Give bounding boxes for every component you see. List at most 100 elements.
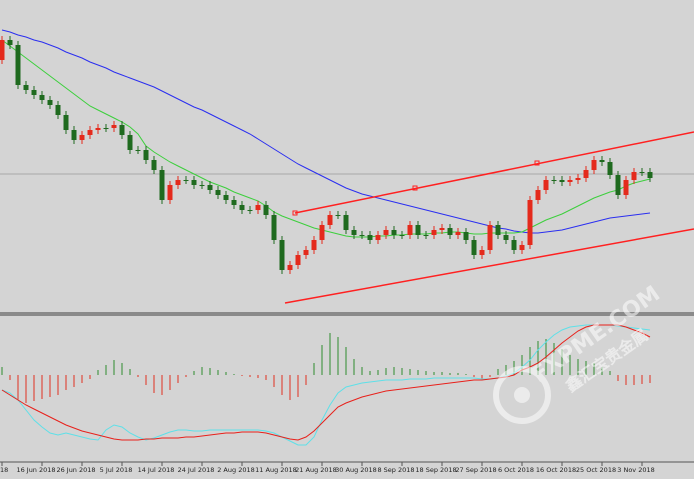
candle-body <box>511 240 517 250</box>
candle-body <box>391 230 397 235</box>
candle-body <box>71 130 77 140</box>
candle-body <box>431 230 437 235</box>
candle-body <box>415 225 421 235</box>
x-tick-label: 27 Sep 2018 <box>455 466 496 474</box>
watermark-logo <box>514 387 530 403</box>
candle-body <box>55 105 61 115</box>
price-panel <box>0 29 653 274</box>
candle-body <box>335 215 341 216</box>
candle-body <box>527 200 533 245</box>
candle-body <box>15 45 21 85</box>
watermark-logo <box>493 366 551 424</box>
candle-body <box>151 160 157 170</box>
candle-body <box>263 205 269 215</box>
candle-body <box>287 265 293 270</box>
candle-body <box>591 160 597 170</box>
x-tick-label: 5 Jul 2018 <box>100 466 133 474</box>
candle-body <box>407 225 413 235</box>
indicator-line <box>1 39 651 238</box>
candle-body <box>159 170 165 200</box>
candle-body <box>279 240 285 270</box>
channel-anchor <box>534 160 540 166</box>
candle-body <box>463 232 469 240</box>
candle-body <box>79 135 85 140</box>
candle-body <box>247 210 253 211</box>
channel-lower <box>284 228 694 304</box>
candle-body <box>495 225 501 235</box>
candle-body <box>0 40 5 60</box>
candle-body <box>39 95 45 100</box>
candle-body <box>535 190 541 200</box>
candle-body <box>199 185 205 186</box>
candle-body <box>191 180 197 185</box>
candle-body <box>359 235 365 236</box>
candle-body <box>231 200 237 205</box>
candle-body <box>7 40 13 45</box>
candle-body <box>487 225 493 250</box>
candle-body <box>383 230 389 235</box>
candle-body <box>343 215 349 230</box>
x-tick-label: 3 Nov 2018 <box>617 466 655 474</box>
candle-body <box>479 250 485 255</box>
x-tick-label: 11 Aug 2018 <box>255 466 297 474</box>
candle-body <box>111 125 117 128</box>
candle-body <box>559 180 565 182</box>
candle-body <box>127 135 133 150</box>
candle-body <box>255 205 261 210</box>
x-tick-label: 18 Sep 2018 <box>415 466 456 474</box>
candle-body <box>471 240 477 255</box>
candle-body <box>567 180 573 182</box>
candle-body <box>423 235 429 236</box>
candle-body <box>519 245 525 250</box>
candle-body <box>183 180 189 181</box>
candle-body <box>367 235 373 240</box>
candle-body <box>439 228 445 230</box>
candle-body <box>295 255 301 265</box>
candle-body <box>47 100 53 105</box>
candle-body <box>631 172 637 180</box>
candle-body <box>87 130 93 135</box>
x-tick-label: 8 Sep 2018 <box>377 466 414 474</box>
candle-body <box>271 215 277 240</box>
channel-upper <box>294 131 694 214</box>
x-tick-label: 21 Aug 2018 <box>295 466 337 474</box>
candle-body <box>167 185 173 200</box>
candle-body <box>175 180 181 185</box>
x-tick-label: 2 Aug 2018 <box>217 466 255 474</box>
x-tick-label: 16 Jun 2018 <box>16 466 55 474</box>
indicator-line <box>1 324 651 446</box>
channel-anchor <box>292 210 298 216</box>
candle-body <box>575 178 581 180</box>
panel-separator <box>0 312 694 316</box>
candle-body <box>599 160 605 162</box>
indicator-panel <box>1 324 651 446</box>
x-tick-label: 26 Jun 2018 <box>56 466 95 474</box>
candle-body <box>31 90 37 95</box>
candle-body <box>607 162 613 175</box>
candle-body <box>63 115 69 130</box>
x-axis-labels: 18 16 Jun 2018 26 Jun 2018 5 Jul 2018 14 Jul… <box>0 462 655 474</box>
candle-body <box>351 230 357 235</box>
candle-body <box>375 235 381 240</box>
channel-anchor <box>412 185 418 191</box>
candle-body <box>95 128 101 130</box>
x-tick-label: 18 <box>0 466 8 474</box>
candle-body <box>135 150 141 151</box>
candle-body <box>119 125 125 135</box>
candle-body <box>239 205 245 210</box>
candle-body <box>455 232 461 235</box>
candle-body <box>399 235 405 236</box>
candle-body <box>303 250 309 255</box>
x-tick-label: 24 Jul 2018 <box>178 466 215 474</box>
candle-body <box>327 215 333 225</box>
candle-body <box>103 128 109 129</box>
candle-body <box>615 175 621 195</box>
x-tick-label: 6 Oct 2018 <box>498 466 534 474</box>
candle-body <box>23 85 29 90</box>
candle-body <box>551 180 557 181</box>
x-tick-label: 14 Jul 2018 <box>138 466 175 474</box>
indicator-line <box>1 324 651 441</box>
candle-body <box>543 180 549 190</box>
